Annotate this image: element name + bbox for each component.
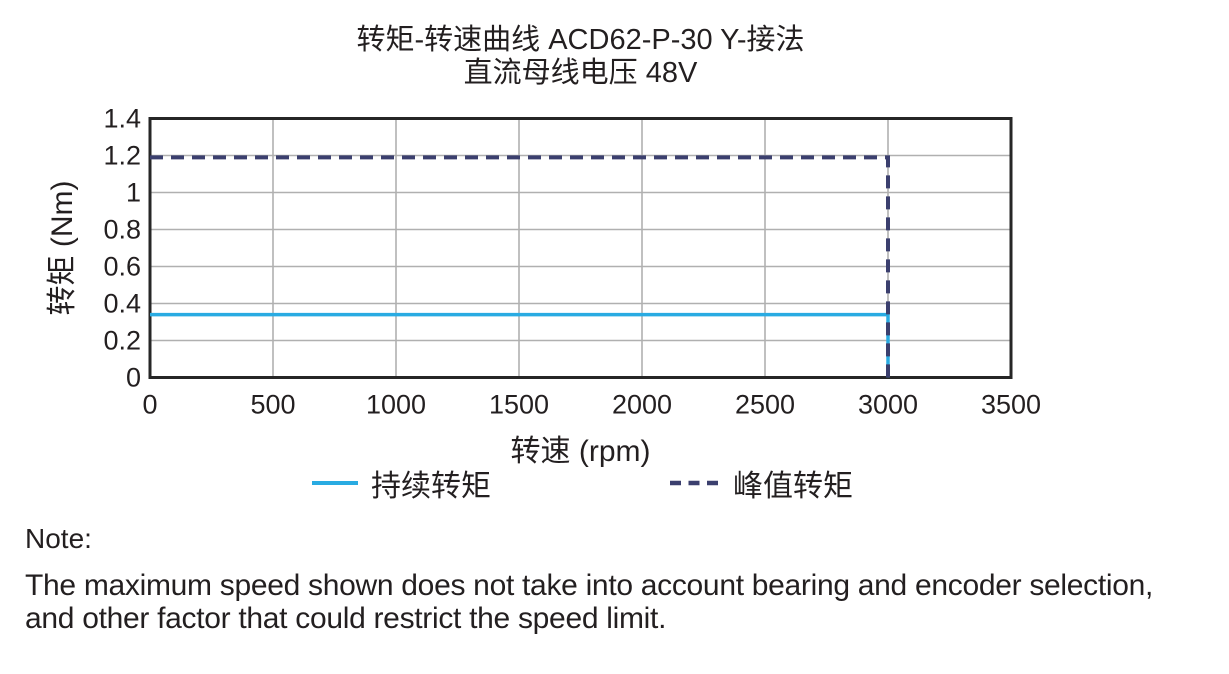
svg-text:3500: 3500: [981, 390, 1041, 420]
svg-text:2500: 2500: [735, 390, 795, 420]
svg-text:2000: 2000: [612, 390, 672, 420]
svg-text:1500: 1500: [489, 390, 549, 420]
svg-text:3000: 3000: [858, 390, 918, 420]
svg-text:0.4: 0.4: [103, 289, 141, 319]
peak-torque-line: [150, 155, 890, 378]
dashed-line-swatch-icon: [670, 479, 720, 487]
svg-text:0: 0: [142, 390, 157, 420]
continuous-torque-line: [150, 312, 890, 378]
svg-text:500: 500: [250, 390, 295, 420]
svg-text:1.2: 1.2: [103, 141, 141, 171]
chart-title: 转矩-转速曲线 ACD62-P-30 Y-接法: [356, 24, 805, 56]
svg-text:0.8: 0.8: [103, 215, 141, 245]
y-axis-label: 转矩 (Nm): [46, 181, 79, 316]
svg-text:0: 0: [126, 363, 141, 393]
torque-speed-chart: 0 500 1000 1500 2000 2500 3000 3500 0 0.2 0.4 0.6 0.…: [46, 104, 1041, 420]
solid-line-swatch-icon: [312, 479, 358, 487]
legend: 持续转矩 峰值转矩: [0, 461, 1229, 503]
chart-subtitle: 直流母线电压 48V: [463, 57, 698, 89]
plot-border: [148, 117, 1013, 379]
note-text: The maximum speed shown does not take in…: [25, 569, 1154, 635]
svg-text:0.2: 0.2: [103, 326, 141, 356]
legend-item-peak-torque: 峰值转矩: [670, 461, 853, 505]
y-axis-tick-labels: 0 0.2 0.4 0.6 0.8 1 1.2 1.4: [103, 104, 141, 393]
note-heading: Note:: [25, 523, 92, 554]
svg-text:1000: 1000: [366, 390, 426, 420]
svg-text:1: 1: [126, 178, 141, 208]
chart-title-block: 转矩-转速曲线 ACD62-P-30 Y-接法 直流母线电压 48V: [150, 24, 1011, 90]
svg-text:1.4: 1.4: [103, 104, 141, 134]
legend-item-continuous-torque: 持续转矩: [312, 461, 491, 505]
legend-label: 峰值转矩: [733, 470, 853, 503]
x-axis-tick-labels: 0 500 1000 1500 2000 2500 3000 3500: [142, 390, 1041, 420]
svg-text:0.6: 0.6: [103, 252, 141, 282]
legend-label: 持续转矩: [371, 470, 491, 503]
x-axis-label: 转速 (rpm): [510, 435, 651, 468]
